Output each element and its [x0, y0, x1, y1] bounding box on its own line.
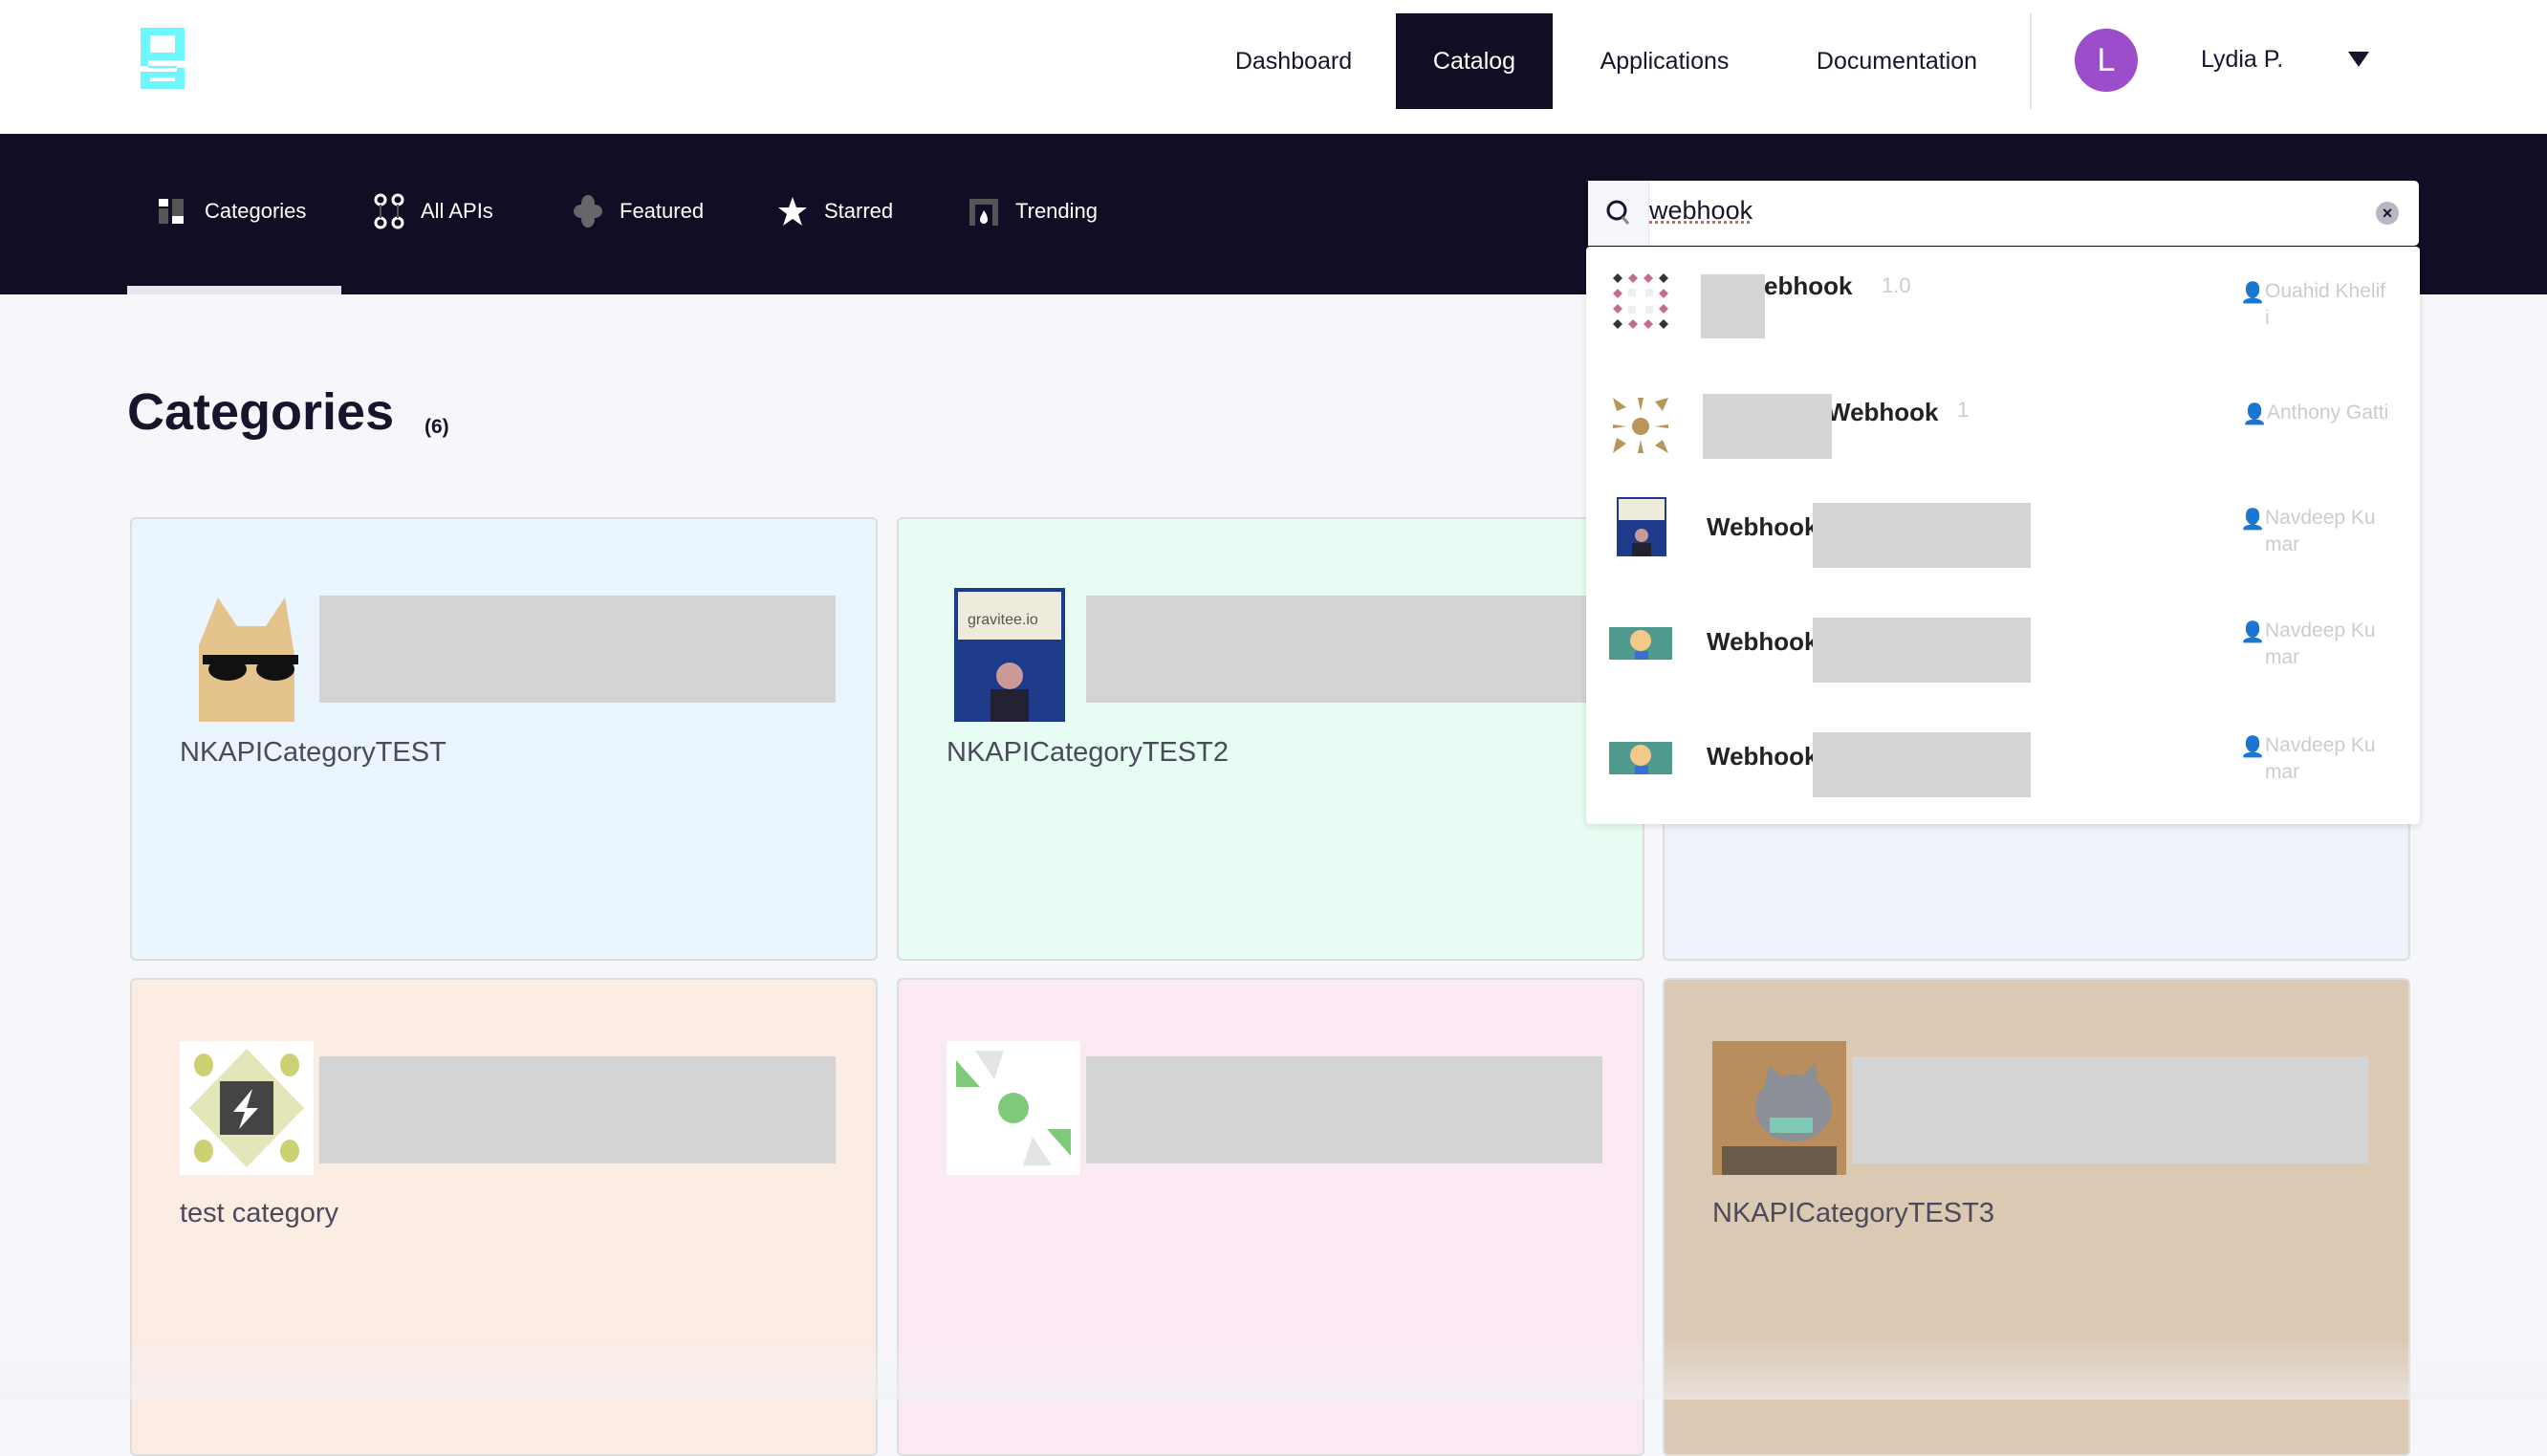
- category-name: test category: [180, 1198, 339, 1228]
- cat-photo-image: [1712, 1041, 1846, 1175]
- search-result-item[interactable]: Webhook 1 👤 Anthony Gatti: [1586, 371, 2420, 486]
- redacted-region: [1852, 1056, 2368, 1163]
- redacted-region: [1703, 394, 1832, 459]
- bottom-fade: [0, 1338, 2547, 1400]
- nav-divider: [2030, 13, 2032, 109]
- nav-documentation[interactable]: Documentation: [1816, 47, 1978, 75]
- tab-all-apis[interactable]: All APIs: [373, 191, 493, 231]
- result-version: 1: [1957, 398, 1970, 422]
- redacted-region: [319, 1056, 836, 1163]
- gravitee-logo[interactable]: [135, 24, 190, 93]
- category-count: (6): [424, 416, 449, 438]
- tab-starred[interactable]: Starred: [776, 191, 893, 231]
- cartoon-avatar-icon: [1609, 742, 1672, 774]
- clear-search-icon[interactable]: ×: [2376, 202, 2399, 225]
- tab-label: Featured: [620, 199, 705, 223]
- person-icon: 👤: [2240, 736, 2266, 758]
- category-name: NKAPICategoryTEST: [180, 737, 446, 768]
- categories-icon: [159, 199, 184, 224]
- person-icon: 👤: [2242, 403, 2268, 425]
- user-menu-caret-icon[interactable]: [2348, 52, 2369, 67]
- sparkle-pattern-image: [180, 1041, 314, 1175]
- nav-applications[interactable]: Applications: [1600, 47, 1730, 75]
- result-author: 👤 Anthony Gatti: [2242, 400, 2420, 426]
- user-name[interactable]: Lydia P.: [2201, 46, 2284, 73]
- doge-image: [199, 598, 298, 722]
- result-author: 👤 Navdeep Kumar: [2240, 619, 2376, 668]
- person-icon: 👤: [2240, 282, 2266, 304]
- active-tab-indicator: [127, 286, 341, 294]
- category-card[interactable]: gravitee.io NKAPICategoryTEST2: [897, 517, 1650, 961]
- person-icon: 👤: [2240, 621, 2266, 643]
- redacted-region: [1813, 503, 2031, 568]
- result-version: 1.0: [1882, 273, 1911, 297]
- sun-pattern-icon: [1613, 398, 1668, 453]
- search-result-item[interactable]: Webhook 👤 Navdeep Kumar: [1586, 598, 2420, 711]
- redacted-region: [1813, 618, 2031, 683]
- tab-label: All APIs: [421, 199, 493, 223]
- tab-label: Starred: [824, 199, 894, 223]
- diamond-pattern-icon: [1613, 273, 1668, 329]
- featured-icon: [574, 195, 602, 228]
- gravitee-photo-image: gravitee.io: [954, 588, 1065, 722]
- result-name: Webhook: [1707, 627, 1818, 656]
- redacted-region: [1701, 274, 1765, 338]
- user-avatar[interactable]: L: [2075, 29, 2138, 92]
- result-name: Webhook: [1827, 398, 1939, 426]
- result-author: 👤 Navdeep Kumar: [2240, 734, 2376, 783]
- result-author: 👤 Ouahid Khelifi: [2240, 280, 2386, 329]
- category-name: NKAPICategoryTEST3: [1712, 1198, 1994, 1228]
- result-name: Webhook: [1707, 742, 1818, 771]
- search-result-item[interactable]: Webhook 👤 Navdeep Kumar: [1586, 711, 2420, 824]
- result-name: Webhook: [1707, 512, 1818, 541]
- flower-pattern-image: [947, 1041, 1080, 1175]
- redacted-region: [319, 596, 836, 703]
- redacted-region: [1086, 596, 1650, 703]
- cartoon-avatar-icon: [1609, 627, 1672, 660]
- tab-label: Categories: [205, 199, 307, 223]
- category-name: NKAPICategoryTEST2: [947, 737, 1229, 768]
- redacted-region: [1086, 1056, 1602, 1163]
- search-result-item[interactable]: Webhook 👤 Navdeep Kumar: [1586, 486, 2420, 598]
- search-icon: [1588, 181, 1649, 246]
- redacted-region: [1813, 732, 2031, 797]
- trending-icon: [969, 199, 998, 226]
- search-box[interactable]: webhook ×: [1588, 181, 2419, 246]
- star-icon: [778, 197, 807, 226]
- tab-categories[interactable]: Categories: [157, 191, 306, 231]
- top-header: Dashboard Catalog Applications Documenta…: [0, 0, 2547, 134]
- result-name: ebhook: [1764, 272, 1853, 300]
- svg-text:gravitee.io: gravitee.io: [968, 612, 1038, 628]
- gravitee-photo-icon: [1617, 497, 1666, 556]
- person-icon: 👤: [2240, 509, 2266, 531]
- tab-trending[interactable]: Trending: [968, 191, 1098, 231]
- nav-catalog[interactable]: Catalog: [1396, 13, 1553, 109]
- all-apis-icon: [374, 193, 404, 229]
- page-title: Categories: [127, 383, 395, 441]
- category-card[interactable]: NKAPICategoryTEST: [130, 517, 878, 961]
- tab-label: Trending: [1015, 199, 1099, 223]
- result-author: 👤 Navdeep Kumar: [2240, 507, 2376, 555]
- search-result-item[interactable]: ebhook 1.0 👤 Ouahid Khelifi: [1586, 247, 2420, 371]
- nav-dashboard[interactable]: Dashboard: [1234, 47, 1353, 75]
- search-results-dropdown: ebhook 1.0 👤 Ouahid Khelifi Webhook 1 👤 An…: [1586, 247, 2420, 824]
- search-input[interactable]: webhook: [1649, 196, 1753, 225]
- tab-featured[interactable]: Featured: [572, 191, 704, 231]
